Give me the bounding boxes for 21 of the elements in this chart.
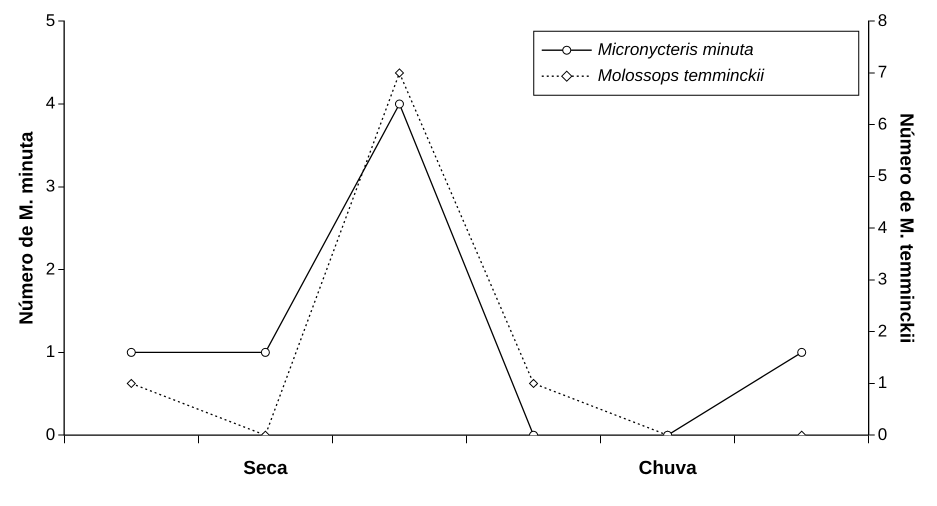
y2-tick-label: 5 [878, 166, 888, 186]
x-tick-label: Seca [243, 458, 288, 479]
y-tick-label: 4 [46, 94, 56, 113]
y2-tick-label: 0 [878, 424, 888, 444]
y-axis-title: Número de M. minuta [16, 131, 38, 325]
y2-tick-label: 2 [878, 321, 888, 340]
y-tick-label: 1 [46, 342, 56, 362]
legend-label: Molossops temminckii [598, 66, 766, 85]
y-tick-label: 0 [46, 424, 56, 444]
legend-label: Micronycteris minuta [598, 40, 754, 59]
x-tick-label: Chuva [638, 458, 698, 479]
y2-tick-label: 7 [878, 62, 888, 82]
y2-tick-label: 3 [878, 270, 888, 289]
y2-tick-label: 1 [878, 373, 888, 392]
y2-tick-label: 6 [878, 114, 888, 134]
y2-tick-label: 8 [878, 10, 888, 30]
y2-tick-label: 4 [878, 218, 888, 237]
y-tick-label: 2 [46, 259, 56, 278]
y2-axis-title: Número de M. temminckii [895, 113, 916, 344]
y-tick-label: 5 [46, 10, 56, 30]
y-tick-label: 3 [46, 176, 56, 196]
